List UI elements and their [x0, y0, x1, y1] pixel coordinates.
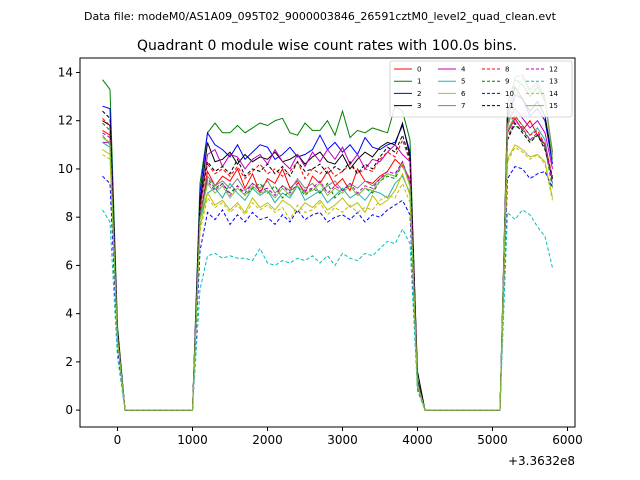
series-line-13	[102, 209, 553, 411]
legend-label-4: 4	[461, 66, 466, 74]
plot-title: Quadrant 0 module wise count rates with …	[137, 38, 517, 54]
legend-label-3: 3	[417, 102, 421, 110]
x-tick-label: 0	[114, 433, 122, 447]
legend-label-13: 13	[549, 78, 558, 86]
y-tick-label: 6	[65, 258, 73, 272]
series-line-3	[102, 85, 553, 411]
figure-suptitle: Data file: modeM0/AS1A09_095T02_90000038…	[84, 10, 557, 23]
y-tick-label: 0	[65, 403, 73, 417]
series-line-4	[102, 107, 553, 411]
x-tick-label: 3000	[327, 433, 358, 447]
legend-label-15: 15	[549, 102, 558, 110]
x-axis: 0 1000 2000 3000 4000 5000 6000	[114, 427, 583, 447]
legend-label-5: 5	[461, 78, 465, 86]
y-tick-label: 2	[65, 355, 73, 369]
series-line-7	[102, 74, 553, 411]
x-tick-label: 6000	[552, 433, 583, 447]
y-tick-label: 8	[65, 210, 73, 224]
legend-label-1: 1	[417, 78, 421, 86]
x-tick-label: 1000	[177, 433, 208, 447]
series-line-5	[102, 114, 553, 411]
y-tick-label: 14	[58, 65, 73, 79]
legend-label-7: 7	[461, 102, 465, 110]
series-line-11	[102, 110, 553, 411]
legend-label-6: 6	[461, 90, 466, 98]
legend-label-10: 10	[505, 90, 514, 98]
series-line-8	[102, 115, 553, 411]
y-tick-label: 4	[65, 307, 73, 321]
series-line-14	[102, 146, 553, 411]
x-tick-label: 4000	[402, 433, 433, 447]
plot-frame	[79, 57, 576, 428]
y-axis: 0 2 4 6 8 10 12 14	[58, 65, 80, 417]
x-tick-label: 2000	[252, 433, 283, 447]
series-line-6	[102, 144, 553, 411]
series-line-2	[102, 93, 553, 411]
legend-label-9: 9	[505, 78, 509, 86]
y-tick-label: 12	[58, 114, 73, 128]
legend-box	[389, 60, 573, 118]
series-layer	[102, 74, 553, 411]
series-line-9	[102, 122, 553, 411]
series-line-1	[102, 78, 553, 411]
legend-label-14: 14	[549, 90, 558, 98]
series-line-12	[102, 119, 553, 411]
legend-label-2: 2	[417, 90, 421, 98]
legend-label-0: 0	[417, 66, 421, 74]
y-tick-label: 10	[58, 162, 73, 176]
legend-label-8: 8	[505, 66, 509, 74]
series-line-15	[102, 76, 553, 411]
legend-label-11: 11	[505, 102, 514, 110]
legend-label-12: 12	[549, 66, 558, 74]
x-offset-label: +3.3632e8	[508, 454, 575, 468]
x-tick-label: 5000	[477, 433, 508, 447]
